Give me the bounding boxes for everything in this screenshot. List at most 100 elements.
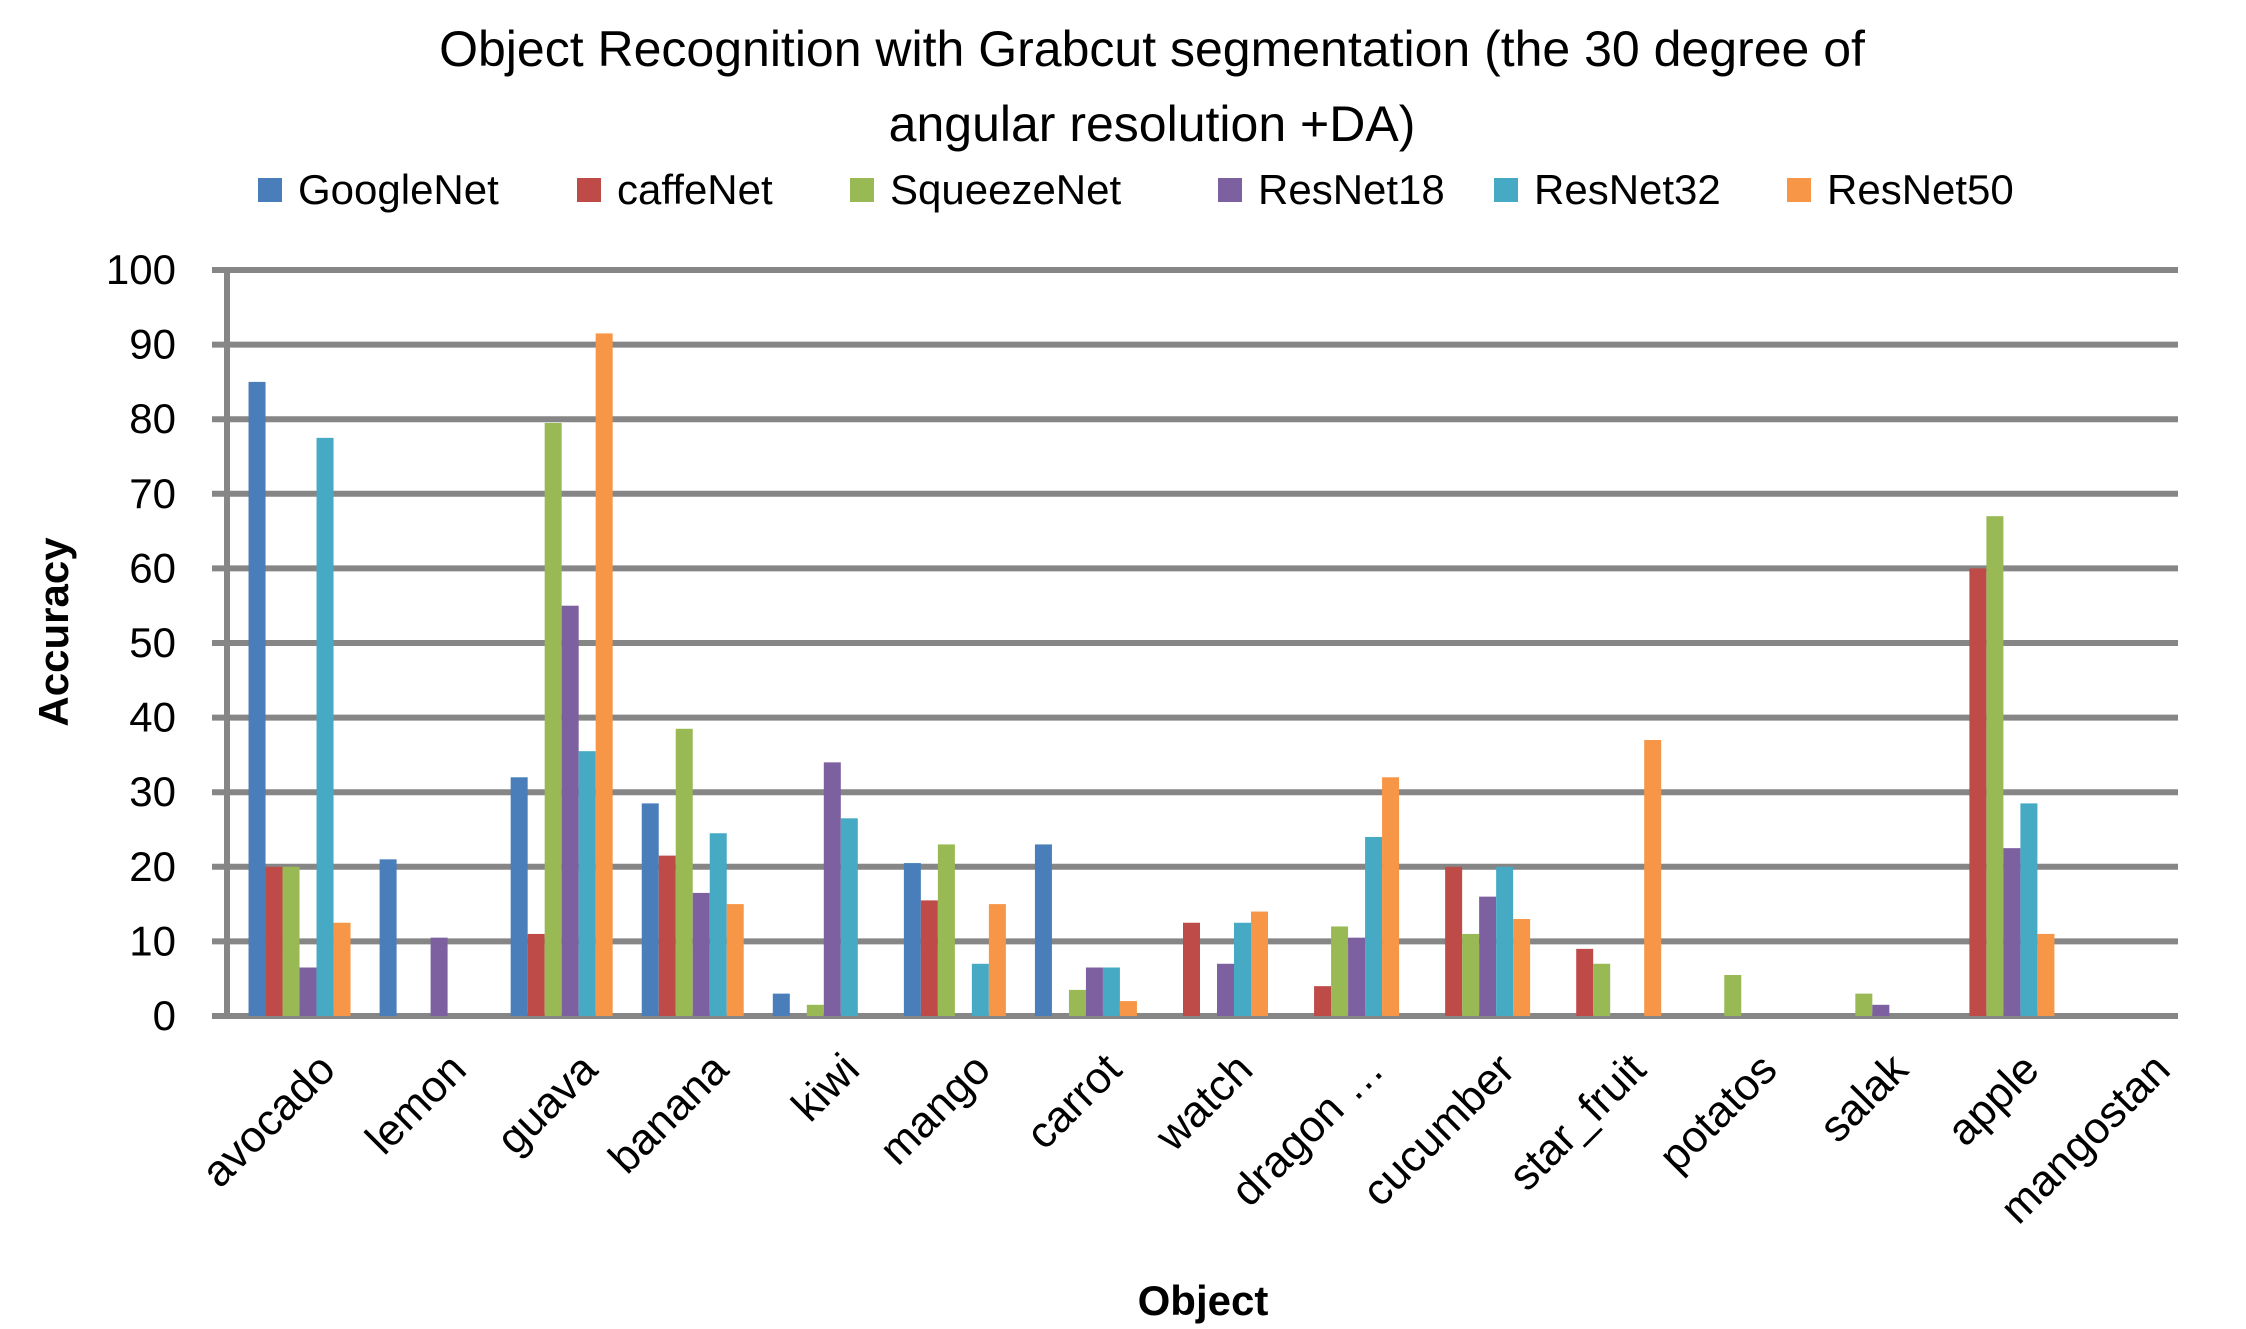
bar-squeezenet-mango: [937, 844, 955, 1016]
bar-googlenet-kiwi: [772, 993, 790, 1016]
bar-squeezenet-cucumber: [1462, 933, 1480, 1016]
x-tick-label: mango: [870, 1044, 1000, 1174]
bar-resnet32-carrot: [1102, 967, 1120, 1016]
legend-swatch: [258, 178, 282, 202]
bar-squeezenet-banana: [675, 728, 693, 1016]
bar-squeezenet-carrot: [1068, 989, 1086, 1016]
bar-resnet18-dragon: [1348, 937, 1366, 1016]
bar-resnet18-watch: [1217, 963, 1234, 1016]
legend-label: ResNet32: [1534, 166, 1721, 213]
bar-squeezenet-apple: [1986, 516, 2004, 1016]
bar-resnet32-mango: [971, 963, 989, 1016]
bar-resnet32-cucumber: [1496, 866, 1514, 1016]
bar-squeezenet-avocado: [282, 866, 300, 1016]
legend-label: GoogleNet: [298, 166, 499, 213]
x-tick-label: kiwi: [782, 1044, 868, 1130]
bar-resnet18-avocado: [299, 967, 317, 1016]
legend-swatch: [1494, 178, 1518, 202]
bar-caffenet-guava: [527, 933, 545, 1016]
bar-resnet50-mango: [988, 904, 1006, 1016]
y-tick-label: 40: [129, 694, 176, 741]
legend-item: ResNet18: [1218, 166, 1445, 213]
bar-resnet18-carrot: [1085, 967, 1103, 1016]
bar-caffenet-avocado: [265, 866, 283, 1016]
legend-swatch: [1787, 178, 1811, 202]
bar-googlenet-lemon: [379, 859, 397, 1016]
bar-resnet32-avocado: [316, 437, 334, 1017]
bar-googlenet-carrot: [1034, 844, 1052, 1016]
bar-resnet32-banana: [709, 833, 727, 1016]
legend-label: ResNet50: [1827, 166, 2014, 213]
legend-label: ResNet18: [1258, 166, 1445, 213]
bar-resnet18-apple: [2003, 848, 2021, 1016]
x-tick-label: banana: [599, 1044, 738, 1183]
legend-item: ResNet32: [1494, 166, 1721, 213]
y-tick-label: 100: [106, 246, 176, 293]
x-tick-label: guava: [487, 1044, 607, 1164]
bar-resnet18-salak: [1872, 1004, 1890, 1016]
y-tick-label: 80: [129, 395, 176, 442]
bar-resnet18-cucumber: [1479, 896, 1497, 1016]
legend-item: SqueezeNet: [850, 166, 1121, 213]
x-tick-label: avocado: [192, 1044, 344, 1196]
bar-caffenet-banana: [658, 855, 676, 1016]
bar-caffenet-apple: [1969, 568, 1987, 1016]
bar-squeezenet-star-fruit: [1593, 963, 1611, 1016]
bar-resnet32-guava: [578, 751, 596, 1016]
bars: [248, 333, 2055, 1017]
legend-swatch: [850, 178, 874, 202]
bar-resnet50-avocado: [333, 922, 351, 1016]
x-tick-label: star_fruit: [1500, 1044, 1656, 1200]
chart-title-line-1: Object Recognition with Grabcut segmenta…: [439, 21, 1865, 77]
bar-resnet50-banana: [726, 904, 744, 1016]
chart-title: Object Recognition with Grabcut segmenta…: [439, 21, 1865, 152]
x-tick-label: lemon: [356, 1044, 475, 1163]
y-tick-label: 50: [129, 619, 176, 666]
y-axis: 0 10 20 30 40 50 60 70 80 90 100: [106, 246, 230, 1039]
bar-resnet32-watch: [1234, 922, 1251, 1016]
y-tick-label: 0: [153, 992, 176, 1039]
y-tick-label: 70: [129, 470, 176, 517]
bar-resnet50-star-fruit: [1644, 739, 1662, 1016]
y-tick-label: 90: [129, 321, 176, 368]
bar-squeezenet-potatos: [1724, 974, 1742, 1016]
bar-caffenet-dragon: [1314, 986, 1332, 1016]
bar-squeezenet-dragon: [1331, 926, 1349, 1016]
bar-squeezenet-guava: [544, 422, 562, 1016]
x-tick-label: potatos: [1650, 1044, 1787, 1181]
bar-googlenet-banana: [641, 803, 659, 1016]
x-tick-label: salak: [1810, 1044, 1918, 1152]
bar-caffenet-cucumber: [1445, 866, 1463, 1016]
x-axis-title: Object: [1138, 1277, 1269, 1324]
chart-title-line-2: angular resolution +DA): [889, 96, 1416, 152]
gridlines: [212, 267, 2178, 1019]
bar-caffenet-watch: [1183, 922, 1200, 1016]
bar-caffenet-star-fruit: [1576, 948, 1594, 1016]
bar-googlenet-avocado: [248, 381, 266, 1016]
legend-label: caffeNet: [617, 166, 773, 213]
bar-resnet32-dragon: [1365, 836, 1383, 1016]
y-tick-label: 10: [129, 917, 176, 964]
y-tick-label: 30: [129, 768, 176, 815]
bar-caffenet-mango: [920, 900, 938, 1016]
bar-googlenet-mango: [903, 863, 921, 1016]
bar-resnet50-apple: [2037, 933, 2055, 1016]
x-tick-label: apple: [1938, 1044, 2049, 1155]
x-tick-label: carrot: [1017, 1044, 1131, 1158]
bar-squeezenet-salak: [1855, 993, 1873, 1016]
legend-label: SqueezeNet: [890, 166, 1121, 213]
legend-item: caffeNet: [577, 166, 773, 213]
legend-item: ResNet50: [1787, 166, 2014, 213]
bar-resnet18-lemon: [430, 937, 448, 1016]
legend: GoogleNet caffeNet SqueezeNet ResNet18 ResNe…: [258, 166, 2014, 213]
legend-swatch: [577, 178, 601, 202]
y-tick-label: 20: [129, 843, 176, 890]
y-axis-title: Accuracy: [30, 537, 77, 727]
bar-resnet50-dragon: [1382, 777, 1400, 1016]
x-tick-label: watch: [1145, 1044, 1262, 1161]
bar-resnet50-carrot: [1119, 1001, 1137, 1016]
bar-googlenet-guava: [510, 777, 528, 1016]
